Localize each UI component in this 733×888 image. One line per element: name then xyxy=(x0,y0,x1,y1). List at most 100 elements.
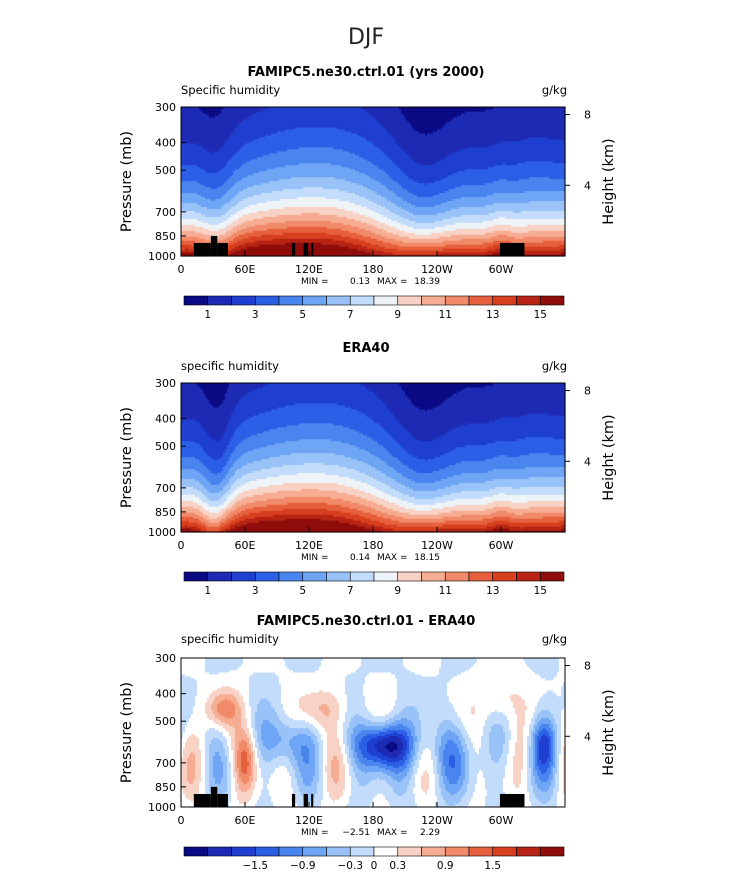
contour-cell xyxy=(291,452,336,456)
contour-cell xyxy=(189,717,210,721)
contour-cell xyxy=(253,494,356,497)
contour-cell xyxy=(327,749,342,752)
contour-cell xyxy=(349,745,352,748)
contour-cell xyxy=(493,506,512,509)
contour-cell xyxy=(535,745,538,748)
contour-cell xyxy=(279,677,346,681)
contour-cell xyxy=(359,767,386,770)
contour-cell xyxy=(325,765,332,768)
contour-cell xyxy=(235,709,242,713)
contour-cell xyxy=(297,781,304,784)
contour-cell xyxy=(373,438,396,442)
contour-cell xyxy=(347,673,368,677)
contour-cell xyxy=(221,196,234,199)
contour-cell xyxy=(195,777,202,780)
contour-cell xyxy=(257,755,264,758)
contour-cell xyxy=(245,242,286,245)
contour-cell xyxy=(209,743,224,747)
contour-cell xyxy=(293,787,300,790)
contour-cell xyxy=(197,383,230,386)
contour-cell xyxy=(465,757,470,760)
contour-cell xyxy=(209,771,214,774)
contour-cell xyxy=(181,383,198,386)
contour-cell xyxy=(323,753,328,756)
contour-cell xyxy=(553,749,556,752)
contour-cell xyxy=(401,751,406,754)
contour-cell xyxy=(201,444,228,448)
contour-cell xyxy=(433,765,438,768)
contour-cell xyxy=(517,731,524,735)
contour-cell xyxy=(527,743,532,747)
contour-cell xyxy=(225,520,232,523)
contour-cell xyxy=(329,793,344,796)
contour-cell xyxy=(275,769,288,772)
contour-cell xyxy=(497,761,508,764)
contour-cell xyxy=(181,424,202,428)
contour-cell xyxy=(339,244,362,247)
contour-cell xyxy=(559,769,564,772)
contour-cell xyxy=(551,771,554,774)
contour-cell xyxy=(231,500,238,503)
contour-cell xyxy=(195,769,202,772)
contour-cell xyxy=(303,781,312,784)
contour-cell xyxy=(459,148,566,152)
contour-cell xyxy=(223,182,236,186)
contour-cell xyxy=(207,514,222,517)
contour-cell xyxy=(397,693,448,697)
contour-cell xyxy=(489,733,506,737)
contour-cell xyxy=(365,412,394,416)
contour-cell xyxy=(351,130,388,134)
contour-cell xyxy=(189,735,198,739)
contour-cell xyxy=(181,735,184,739)
contour-cell xyxy=(471,707,476,711)
contour-cell xyxy=(395,468,414,472)
contour-cell xyxy=(227,386,258,390)
units-label: g/kg xyxy=(542,632,567,646)
contour-cell xyxy=(317,781,324,784)
contour-cell xyxy=(181,388,204,392)
contour-cell xyxy=(283,721,310,725)
contour-cell xyxy=(409,745,414,748)
contour-cell xyxy=(247,735,252,739)
contour-cell xyxy=(505,765,514,768)
contour-cell xyxy=(195,699,208,703)
contour-cell xyxy=(413,226,436,229)
contour-cell xyxy=(231,739,236,743)
contour-cell xyxy=(545,677,554,681)
contour-cell xyxy=(181,396,208,400)
contour-cell xyxy=(455,426,566,430)
contour-cell xyxy=(383,214,400,217)
contour-cell xyxy=(561,733,566,737)
contour-cell xyxy=(345,771,350,774)
contour-cell xyxy=(227,426,238,430)
contour-cell xyxy=(181,518,200,521)
contour-cell xyxy=(451,510,498,513)
colorbar-label: 1 xyxy=(204,309,211,321)
contour-cell xyxy=(361,661,404,665)
contour-cell xyxy=(181,695,196,699)
contour-cell xyxy=(195,456,212,460)
contour-cell xyxy=(449,781,458,784)
contour-cell xyxy=(181,494,196,497)
contour-cell xyxy=(465,793,474,796)
contour-cell xyxy=(553,160,566,164)
contour-cell xyxy=(443,524,496,527)
contour-cell xyxy=(475,705,514,709)
contour-cell xyxy=(215,727,226,731)
contour-cell xyxy=(375,508,394,511)
contour-cell xyxy=(223,743,228,747)
contour-cell xyxy=(181,450,206,454)
contour-cell xyxy=(267,107,362,110)
contour-cell xyxy=(409,210,446,213)
contour-cell xyxy=(181,174,232,178)
contour-cell xyxy=(455,757,462,760)
contour-cell xyxy=(379,146,402,150)
contour-cell xyxy=(399,107,494,110)
contour-cell xyxy=(415,508,432,511)
contour-cell xyxy=(455,755,462,758)
contour-cell xyxy=(239,398,382,402)
contour-cell xyxy=(415,781,422,784)
contour-cell xyxy=(403,707,418,711)
contour-cell xyxy=(425,408,428,412)
colorbar-label: 15 xyxy=(534,585,547,597)
